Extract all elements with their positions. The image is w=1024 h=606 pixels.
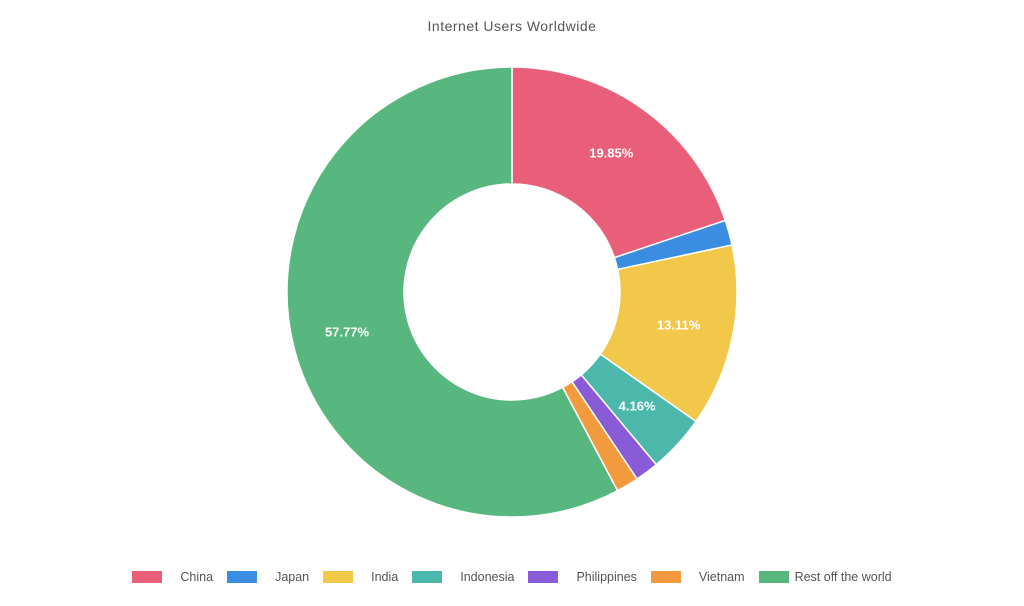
legend-item: Vietnam [651, 570, 745, 584]
donut-area: 19.85% 13.11% 4.16% 57.77% [0, 42, 1024, 542]
legend-swatch [132, 571, 162, 583]
legend-label: China [180, 570, 213, 584]
legend-label: India [371, 570, 398, 584]
legend-swatch [412, 571, 442, 583]
legend-item: China [132, 570, 213, 584]
legend-label: Rest off the world [795, 570, 892, 584]
slice-label: 19.85% [589, 145, 634, 160]
legend-swatch [227, 571, 257, 583]
chart-title: Internet Users Worldwide [0, 18, 1024, 34]
legend-label: Indonesia [460, 570, 514, 584]
legend-label: Japan [275, 570, 309, 584]
slice-label: 4.16% [619, 399, 656, 414]
legend-label: Philippines [576, 570, 636, 584]
legend-label: Vietnam [699, 570, 745, 584]
donut-chart: Internet Users Worldwide 19.85% 13.11% 4.1… [0, 0, 1024, 606]
legend-swatch [651, 571, 681, 583]
donut-svg: 19.85% 13.11% 4.16% 57.77% [0, 42, 1024, 542]
legend-item: India [323, 570, 398, 584]
legend-item: Indonesia [412, 570, 514, 584]
legend-item: Japan [227, 570, 309, 584]
legend: China Japan India Indonesia Philippines Vietn… [0, 570, 1024, 584]
slice-label: 13.11% [657, 317, 701, 332]
legend-swatch [759, 571, 789, 583]
legend-item: Philippines [528, 570, 636, 584]
slice-china [512, 67, 725, 258]
legend-swatch [528, 571, 558, 583]
legend-swatch [323, 571, 353, 583]
slice-label: 57.77% [325, 325, 370, 340]
legend-item: Rest off the world [759, 570, 892, 584]
